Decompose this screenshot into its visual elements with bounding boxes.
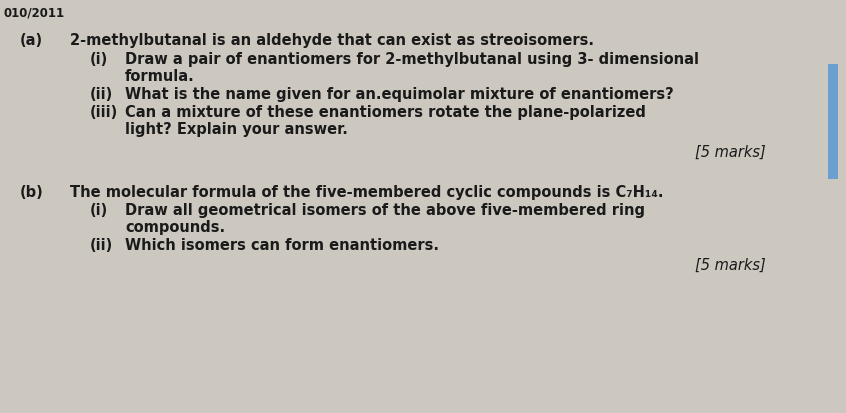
- Text: Which isomers can form enantiomers.: Which isomers can form enantiomers.: [125, 237, 439, 252]
- Text: Can a mixture of these enantiomers rotate the plane-polarized: Can a mixture of these enantiomers rotat…: [125, 105, 645, 120]
- Text: What is the name given for an.equimolar mixture of enantiomers?: What is the name given for an.equimolar …: [125, 87, 673, 102]
- Text: compounds.: compounds.: [125, 219, 225, 235]
- Text: light? Explain your answer.: light? Explain your answer.: [125, 122, 348, 137]
- Text: 010/2011: 010/2011: [4, 6, 65, 19]
- Text: formula.: formula.: [125, 69, 195, 84]
- Text: [5 marks]: [5 marks]: [695, 257, 766, 272]
- Text: (b): (b): [20, 185, 44, 199]
- Text: (i): (i): [90, 52, 108, 67]
- Text: 2-methylbutanal is an aldehyde that can exist as streoisomers.: 2-methylbutanal is an aldehyde that can …: [70, 33, 594, 48]
- Text: Draw a pair of enantiomers for 2-methylbutanal using 3- dimensional: Draw a pair of enantiomers for 2-methylb…: [125, 52, 699, 67]
- Text: The molecular formula of the five-membered cyclic compounds is C₇H₁₄.: The molecular formula of the five-member…: [70, 185, 663, 199]
- Text: (ii): (ii): [90, 237, 113, 252]
- Text: (i): (i): [90, 202, 108, 218]
- Bar: [828, 65, 838, 180]
- Text: (a): (a): [20, 33, 43, 48]
- Text: [5 marks]: [5 marks]: [695, 145, 766, 159]
- Text: (ii): (ii): [90, 87, 113, 102]
- Text: (iii): (iii): [90, 105, 118, 120]
- Text: Draw all geometrical isomers of the above five-membered ring: Draw all geometrical isomers of the abov…: [125, 202, 645, 218]
